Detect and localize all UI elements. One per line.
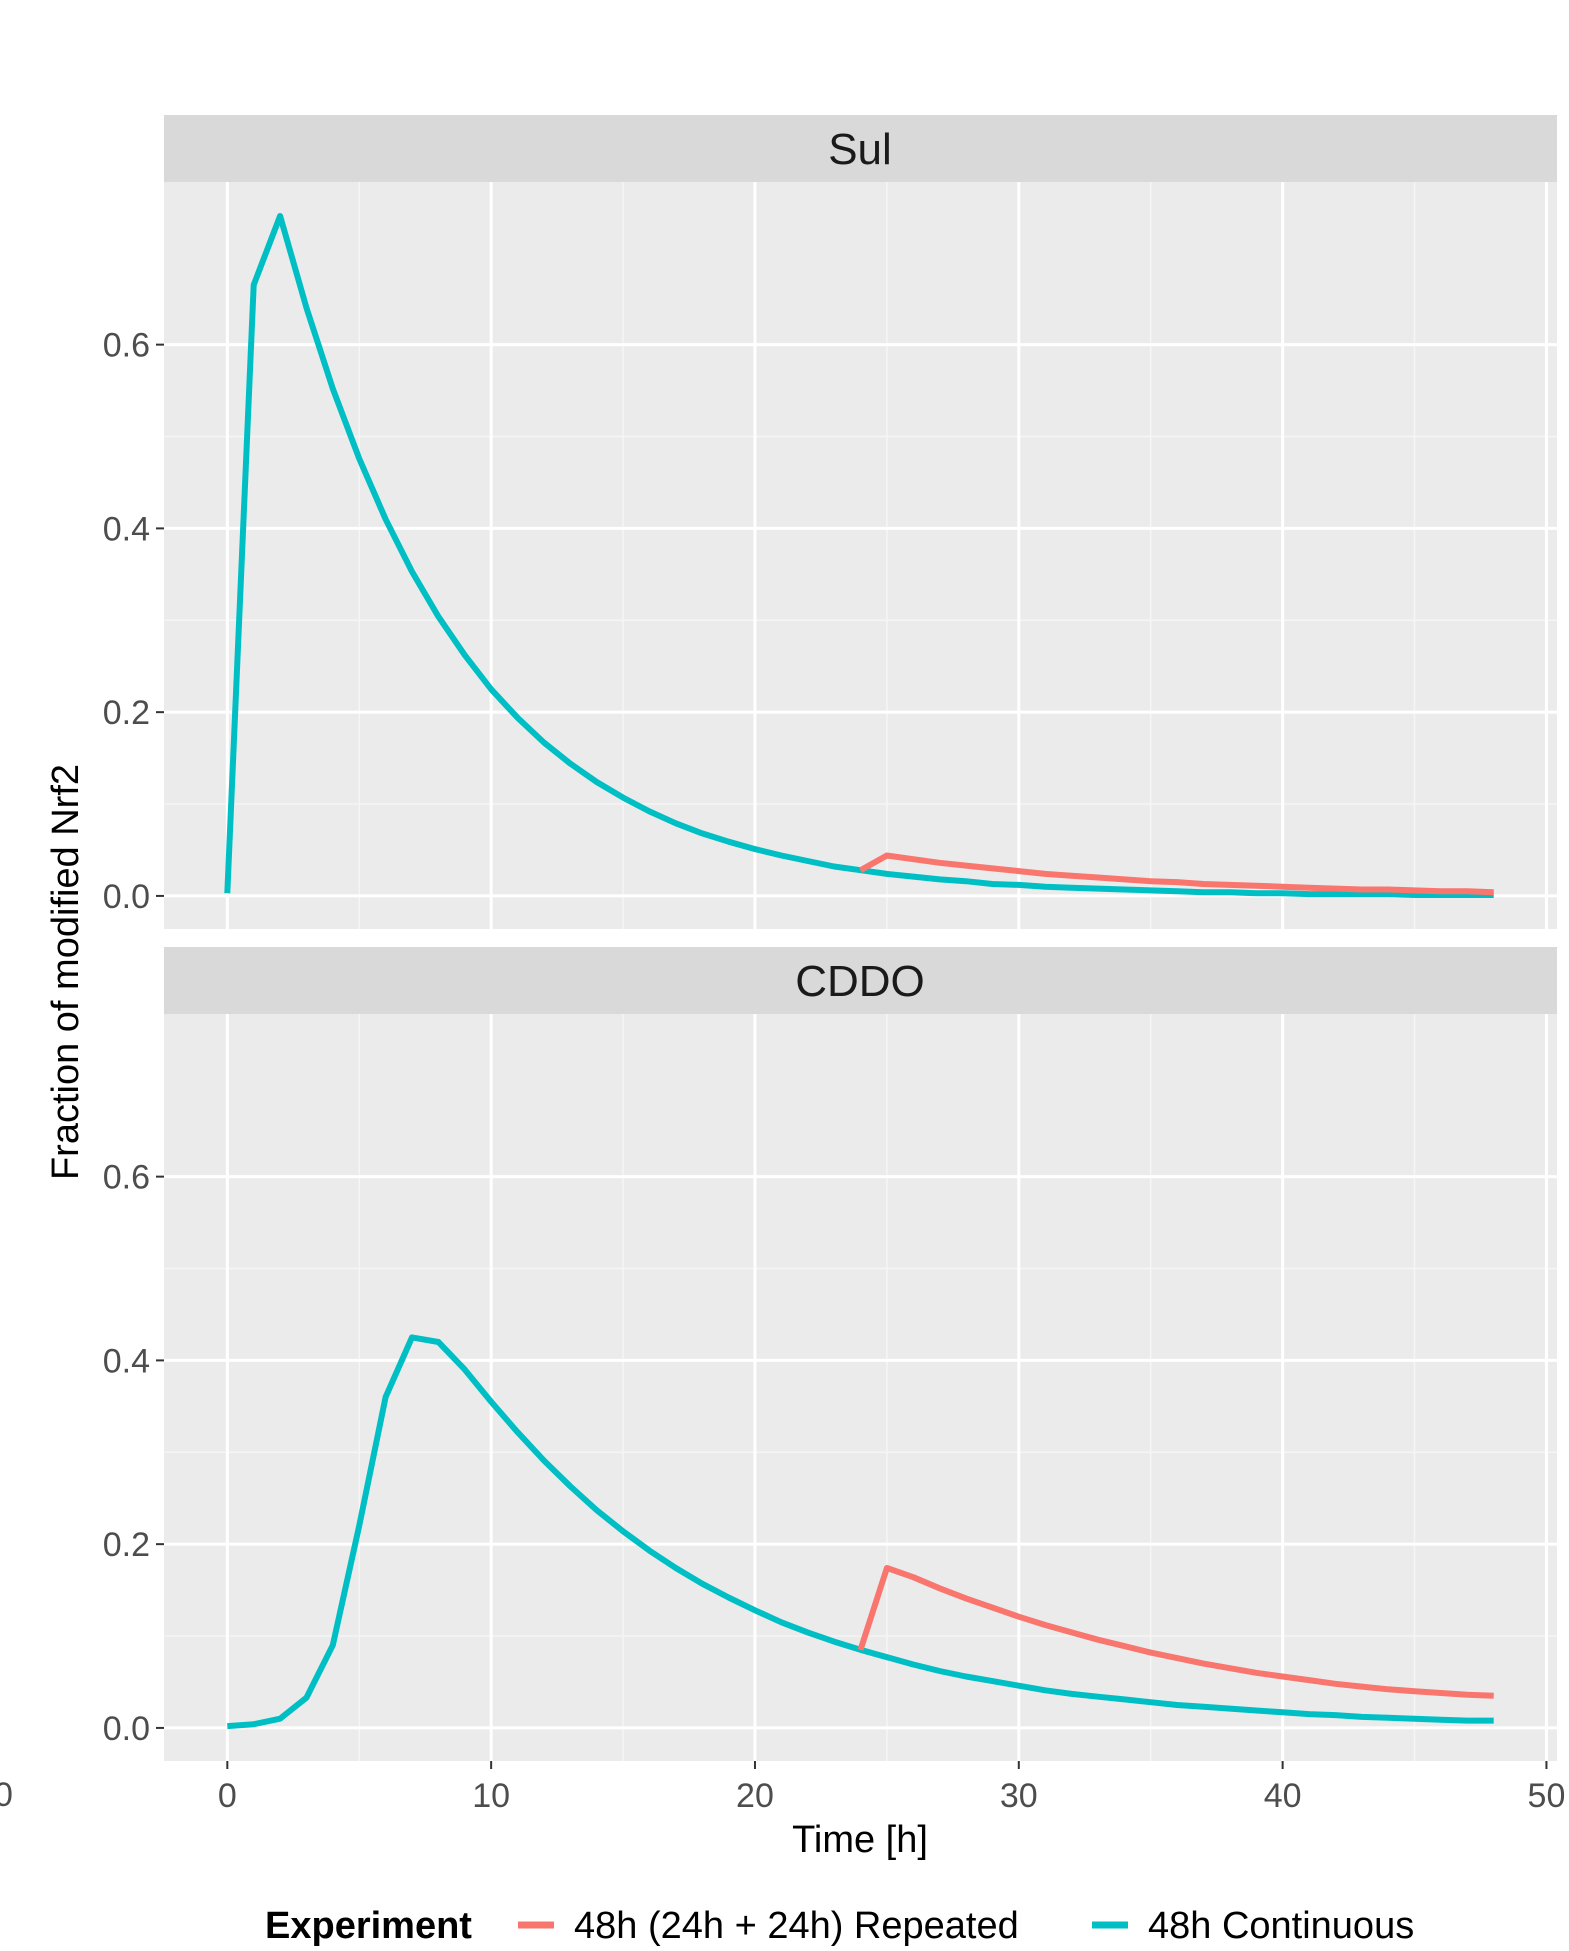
- series-line-48h-24h-24h-repeated: [859, 852, 1494, 896]
- series-sul: [224, 213, 1494, 898]
- x-tick-label: 30: [1000, 1777, 1038, 1815]
- series-cddo: [227, 1334, 1494, 1730]
- x-tick-label: 40: [1264, 1777, 1302, 1815]
- strip-sul: [164, 115, 1557, 182]
- strip-label-sul: Sul: [828, 125, 892, 174]
- y-tick-labels-sul: 0.0 0.2 0.4 0.6: [103, 327, 164, 916]
- x-axis-title: Time [h]: [792, 1819, 928, 1861]
- strip-cddo: [164, 947, 1557, 1014]
- y-tick-label: 0.4: [103, 1342, 150, 1380]
- y-tick-label: 0.0: [103, 1710, 150, 1748]
- gridlines-sul: [164, 182, 1557, 929]
- x-tick-label: 10: [472, 1777, 510, 1815]
- stray-label: 0: [0, 1776, 13, 1814]
- plot-background-sul: [164, 182, 1557, 929]
- x-tick-labels: 0 10 20 30 40 50: [218, 1761, 1566, 1815]
- legend-label-continuous: 48h Continuous: [1148, 1905, 1414, 1947]
- legend-label-repeated: 48h (24h + 24h) Repeated: [574, 1905, 1019, 1947]
- panel-sul: Sul 0.0 0.2 0.4 0.6: [103, 115, 1557, 929]
- y-axis-title: Fraction of modified Nrf2: [45, 764, 87, 1180]
- gridlines-cddo: [164, 1014, 1557, 1761]
- y-tick-labels-cddo: 0.0 0.2 0.4 0.6: [103, 1159, 164, 1748]
- y-tick-label: 0.6: [103, 1159, 150, 1197]
- series-line-48h-24h-24h-repeated: [857, 1565, 1494, 1699]
- y-tick-label: 0.4: [103, 510, 150, 548]
- strip-label-cddo: CDDO: [795, 957, 925, 1006]
- legend-title: Experiment: [265, 1905, 472, 1947]
- y-tick-label: 0.2: [103, 694, 150, 732]
- x-tick-label: 20: [736, 1777, 774, 1815]
- y-tick-label: 0.6: [103, 327, 150, 365]
- panel-cddo: CDDO 0.0 0.2 0.4 0.6: [103, 947, 1557, 1761]
- x-tick-label: 0: [218, 1777, 237, 1815]
- y-tick-label: 0.2: [103, 1526, 150, 1564]
- y-tick-label: 0.0: [103, 878, 150, 916]
- x-tick-label: 50: [1528, 1777, 1566, 1815]
- legend: Experiment 48h (24h + 24h) Repeated 48h …: [265, 1905, 1414, 1947]
